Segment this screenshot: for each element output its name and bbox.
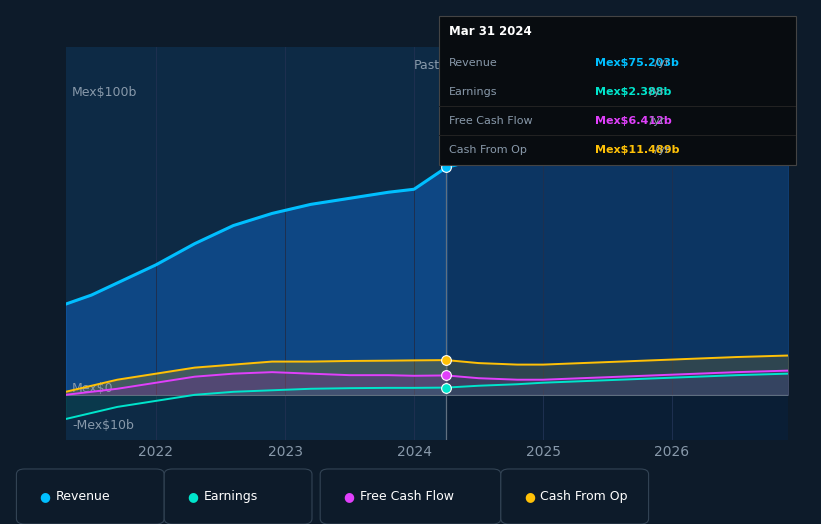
Text: Mex$11.489b: Mex$11.489b — [595, 146, 680, 156]
Text: Mex$6.412b: Mex$6.412b — [595, 116, 672, 126]
Text: Revenue: Revenue — [56, 490, 111, 503]
Text: Cash From Op: Cash From Op — [540, 490, 628, 503]
Text: Earnings: Earnings — [204, 490, 258, 503]
Text: Analysts Forecasts: Analysts Forecasts — [452, 59, 569, 72]
Text: /yr: /yr — [651, 146, 670, 156]
Text: ●: ● — [343, 490, 354, 503]
Text: Free Cash Flow: Free Cash Flow — [360, 490, 453, 503]
Text: Mex$75.203b: Mex$75.203b — [595, 58, 679, 68]
Text: Mex$100b: Mex$100b — [72, 86, 137, 99]
Text: /yr: /yr — [646, 116, 665, 126]
Bar — [447, 47, 788, 440]
Text: Mar 31 2024: Mar 31 2024 — [449, 25, 532, 38]
Text: Past: Past — [414, 59, 440, 72]
Text: Cash From Op: Cash From Op — [449, 146, 527, 156]
Text: Revenue: Revenue — [449, 58, 498, 68]
Text: Mex$0: Mex$0 — [72, 382, 114, 395]
Text: Free Cash Flow: Free Cash Flow — [449, 116, 533, 126]
Text: /yr: /yr — [646, 87, 665, 97]
Text: /yr: /yr — [651, 58, 670, 68]
Text: ●: ● — [524, 490, 534, 503]
Text: Mex$2.388b: Mex$2.388b — [595, 87, 672, 97]
Text: Earnings: Earnings — [449, 87, 498, 97]
Text: ●: ● — [187, 490, 198, 503]
Bar — [66, 47, 447, 440]
Text: ●: ● — [39, 490, 50, 503]
Text: -Mex$10b: -Mex$10b — [72, 419, 134, 432]
